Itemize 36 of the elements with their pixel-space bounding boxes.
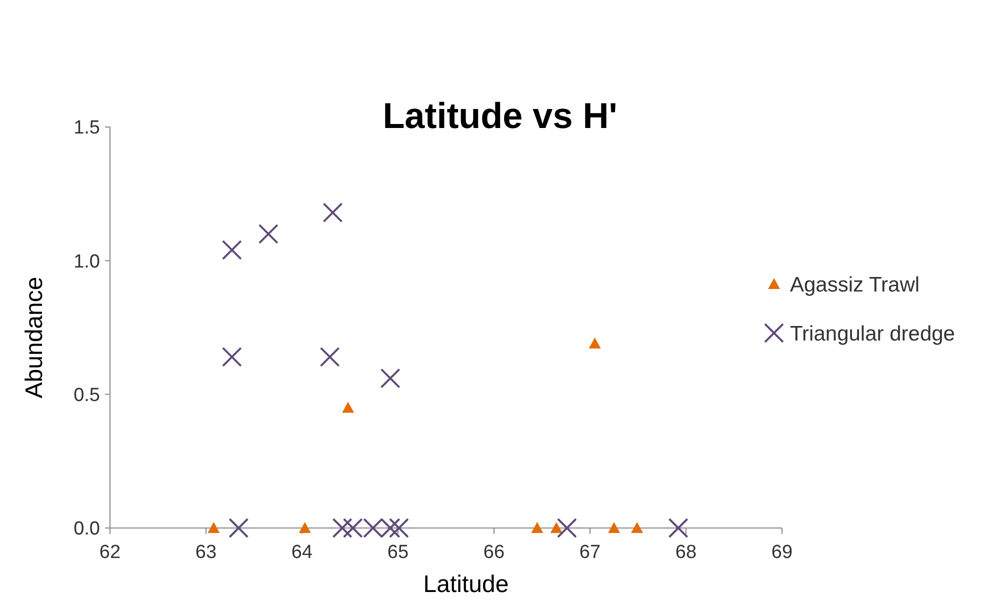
point <box>556 518 577 538</box>
x-tick-label: 66 <box>483 542 505 563</box>
point <box>588 338 601 349</box>
point <box>298 522 311 533</box>
point <box>222 240 242 260</box>
point <box>531 522 544 533</box>
x-tick-label: 67 <box>579 542 601 563</box>
y-axis-title: Abundance <box>21 276 48 398</box>
x-tick-label: 63 <box>195 542 217 563</box>
point <box>380 368 400 388</box>
x-tick-label: 65 <box>387 542 409 563</box>
x-axis-title: Latitude <box>423 571 509 598</box>
point <box>322 202 343 223</box>
y-tick-label: 0.5 <box>74 384 100 406</box>
x-tick-label: 64 <box>291 542 313 563</box>
point <box>550 522 562 533</box>
y-tick-label: 1.5 <box>74 118 100 139</box>
legend-label: Agassiz Trawl <box>790 273 920 296</box>
point <box>228 518 249 538</box>
legend-label: Triangular dredge <box>790 322 955 346</box>
point <box>668 518 688 538</box>
point <box>222 346 242 367</box>
x-tick-label: 68 <box>675 542 697 563</box>
point <box>258 224 278 244</box>
y-tick-label: 0.0 <box>74 518 100 540</box>
point <box>342 402 354 413</box>
point <box>320 346 340 367</box>
chart-title: Latitude vs H' <box>382 95 618 136</box>
x-tick-label: 62 <box>99 542 121 563</box>
point <box>208 522 220 533</box>
y-tick-label: 1.0 <box>74 251 100 272</box>
point <box>388 518 409 538</box>
x-tick-label: 69 <box>771 542 793 563</box>
point <box>631 522 644 533</box>
point <box>608 522 620 533</box>
point <box>332 518 352 538</box>
